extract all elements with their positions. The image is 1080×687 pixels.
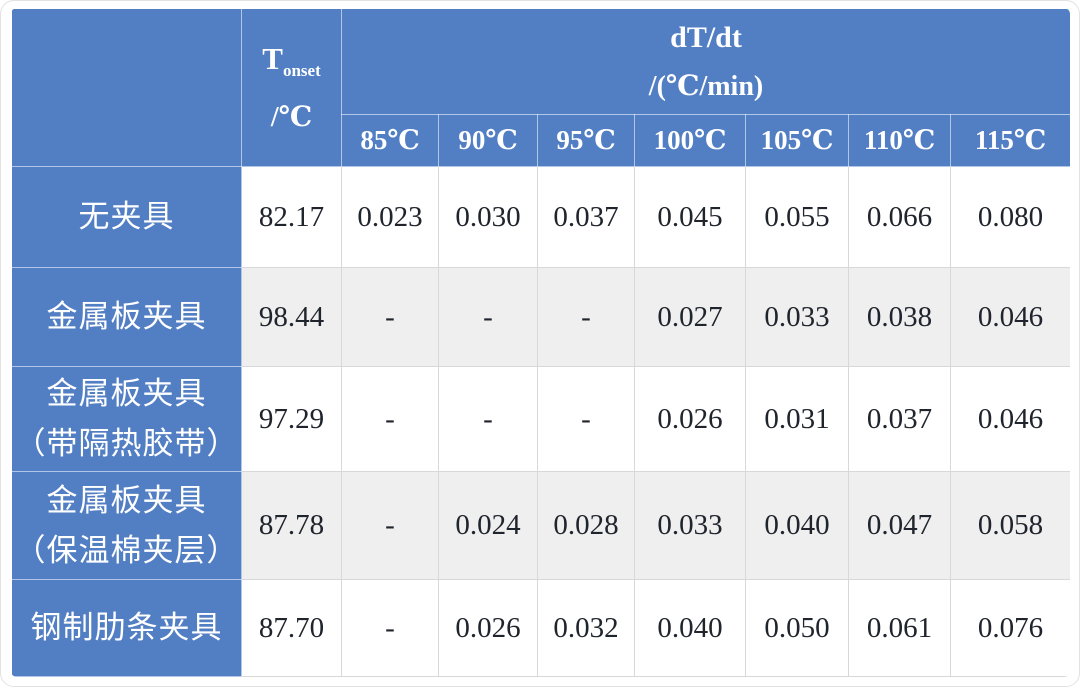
dtdt-unit: /(℃/min) (648, 70, 764, 102)
dtdt-value-cell: 0.038 (848, 267, 951, 367)
dtdt-value-cell: 0.031 (745, 366, 849, 472)
dtdt-value-cell: 0.032 (537, 579, 635, 677)
dtdt-value-cell: 0.080 (949, 166, 1070, 268)
temp-column-header: 105℃ (745, 114, 849, 167)
temp-column-header: 95℃ (537, 114, 635, 167)
tonset-value-cell: 82.17 (241, 166, 342, 268)
table-row: 无夹具 82.17 0.023 0.030 0.037 0.045 0.055 0.066 0.… (11, 166, 1070, 268)
fixture-label-cell: 金属板夹具 (11, 267, 242, 367)
dtdt-value-cell: 0.055 (745, 166, 849, 268)
dtdt-value-cell: 0.045 (634, 166, 746, 268)
tonset-symbol-line: Tonset (242, 40, 341, 81)
fixture-label-line: （保温棉夹层） (14, 532, 239, 568)
tonset-value-cell: 98.44 (241, 267, 342, 367)
dtdt-value-cell: 0.023 (341, 166, 439, 268)
fixture-label-line: 无夹具 (78, 199, 175, 235)
dtdt-value-cell: 0.033 (634, 471, 746, 580)
dtdt-value-cell: - (341, 366, 439, 472)
table-row: 金属板夹具 （保温棉夹层） 87.78-0.024 0.028 0.033 0.040 0.… (11, 471, 1070, 580)
dtdt-value-cell: 0.046 (949, 366, 1070, 472)
fixture-label-cell: 钢制肋条夹具 (11, 579, 242, 677)
tonset-value-cell: 87.70 (241, 579, 342, 677)
fixture-label-line: 金属板夹具 (46, 482, 207, 518)
dtdt-value-cell: 0.037 (848, 366, 951, 472)
temp-column-header: 85℃ (341, 114, 439, 167)
fixture-label-cell: 金属板夹具 （带隔热胶带） (11, 366, 242, 472)
temp-column-header: 115℃ (949, 114, 1070, 167)
tonset-unit: /℃ (270, 101, 313, 133)
tonset-symbol: T (262, 40, 283, 76)
temp-column-header: 100℃ (634, 114, 746, 167)
fixture-dtdt-table: Tonset /℃ dT/dt /(℃/min) 85℃ 90℃ 95℃ 100℃ 10… (11, 8, 1070, 677)
dtdt-value-cell: 0.066 (848, 166, 951, 268)
dtdt-value-cell: 0.026 (634, 366, 746, 472)
dtdt-value-cell: - (537, 366, 635, 472)
fixture-label-line: 钢制肋条夹具 (30, 610, 223, 646)
dtdt-value-cell: 0.033 (745, 267, 849, 367)
tonset-value-cell: 97.29 (241, 366, 342, 472)
dtdt-value-cell: - (341, 471, 439, 580)
dtdt-value-cell: 0.058 (949, 471, 1070, 580)
dtdt-value-cell: - (438, 366, 538, 472)
dtdt-value-cell: - (341, 267, 439, 367)
dtdt-value-cell: 0.076 (949, 579, 1070, 677)
dtdt-value-cell: 0.027 (634, 267, 746, 367)
dtdt-value-cell: 0.046 (949, 267, 1070, 367)
dtdt-title: dT/dt (670, 20, 742, 54)
fixture-label-line: 金属板夹具 (46, 376, 207, 412)
dtdt-value-cell: 0.037 (537, 166, 635, 268)
dtdt-value-cell: 0.024 (438, 471, 538, 580)
dtdt-group-header: dT/dt /(℃/min) (340, 8, 1070, 115)
dtdt-value-cell: 0.026 (438, 579, 538, 677)
dtdt-value-cell: 0.061 (848, 579, 951, 677)
fixture-label-cell: 金属板夹具 （保温棉夹层） (11, 471, 242, 580)
dtdt-value-cell: 0.028 (537, 471, 635, 580)
fixture-label-line: （带隔热胶带） (14, 426, 239, 461)
tonset-column-header: Tonset /℃ (241, 8, 342, 167)
header-row-temperatures: 85℃ 90℃ 95℃ 100℃ 105℃ 110℃ 115℃ (12, 114, 1070, 167)
dtdt-value-cell: - (537, 267, 635, 367)
tonset-subscript: onset (282, 60, 321, 80)
dtdt-value-cell: - (438, 267, 538, 367)
dtdt-value-cell: 0.047 (848, 471, 951, 580)
dtdt-value-cell: 0.030 (438, 166, 538, 268)
fixture-label-cell: 无夹具 (11, 166, 242, 268)
fixture-label-line: 金属板夹具 (46, 299, 207, 335)
dtdt-value-cell: 0.040 (745, 471, 849, 580)
dtdt-value-cell: 0.050 (745, 579, 849, 677)
table-row: 金属板夹具 （带隔热胶带） 97.29- - -0.026 0.031 0.037 0.046 (11, 366, 1070, 472)
tonset-value-cell: 87.78 (241, 471, 342, 580)
data-table: Tonset /℃ dT/dt /(℃/min) 85℃ 90℃ 95℃ 100℃ 10… (11, 8, 1070, 677)
table-row: 金属板夹具 98.44- - -0.027 0.033 0.038 0.046 (11, 267, 1070, 367)
temp-column-header: 90℃ (438, 114, 538, 167)
table-row: 钢制肋条夹具 87.70-0.026 0.032 0.040 0.050 0.061 0.0… (11, 579, 1070, 677)
corner-header-cell (11, 8, 242, 167)
header-row-main: Tonset /℃ dT/dt /(℃/min) (11, 8, 1070, 167)
temp-column-header: 110℃ (848, 114, 951, 167)
dtdt-value-cell: - (341, 579, 439, 677)
dtdt-value-cell: 0.040 (634, 579, 746, 677)
